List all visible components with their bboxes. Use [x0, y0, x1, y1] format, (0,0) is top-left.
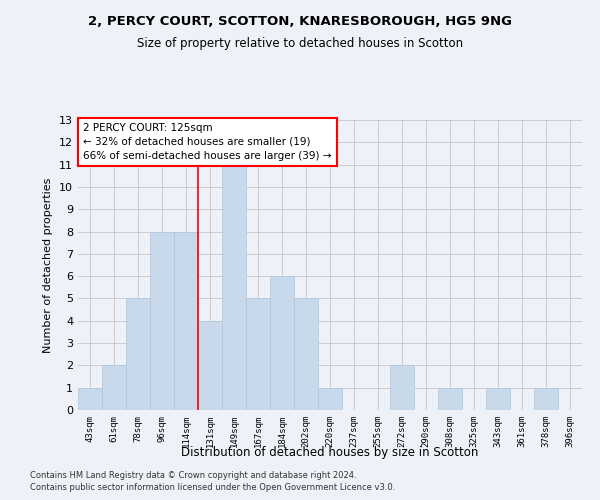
Bar: [174, 232, 198, 410]
Text: 2 PERCY COURT: 125sqm
← 32% of detached houses are smaller (19)
66% of semi-deta: 2 PERCY COURT: 125sqm ← 32% of detached …: [83, 123, 332, 161]
Bar: [270, 276, 294, 410]
Text: Size of property relative to detached houses in Scotton: Size of property relative to detached ho…: [137, 38, 463, 51]
Bar: [150, 232, 174, 410]
Text: Contains HM Land Registry data © Crown copyright and database right 2024.: Contains HM Land Registry data © Crown c…: [30, 471, 356, 480]
Bar: [198, 321, 222, 410]
Bar: [246, 298, 270, 410]
Bar: [534, 388, 558, 410]
Bar: [390, 366, 414, 410]
Bar: [318, 388, 342, 410]
Bar: [222, 164, 246, 410]
Bar: [294, 298, 318, 410]
Bar: [102, 366, 126, 410]
Text: Contains public sector information licensed under the Open Government Licence v3: Contains public sector information licen…: [30, 484, 395, 492]
Bar: [486, 388, 510, 410]
Y-axis label: Number of detached properties: Number of detached properties: [43, 178, 53, 352]
Bar: [438, 388, 462, 410]
Text: Distribution of detached houses by size in Scotton: Distribution of detached houses by size …: [181, 446, 479, 459]
Bar: [126, 298, 150, 410]
Text: 2, PERCY COURT, SCOTTON, KNARESBOROUGH, HG5 9NG: 2, PERCY COURT, SCOTTON, KNARESBOROUGH, …: [88, 15, 512, 28]
Bar: [78, 388, 102, 410]
